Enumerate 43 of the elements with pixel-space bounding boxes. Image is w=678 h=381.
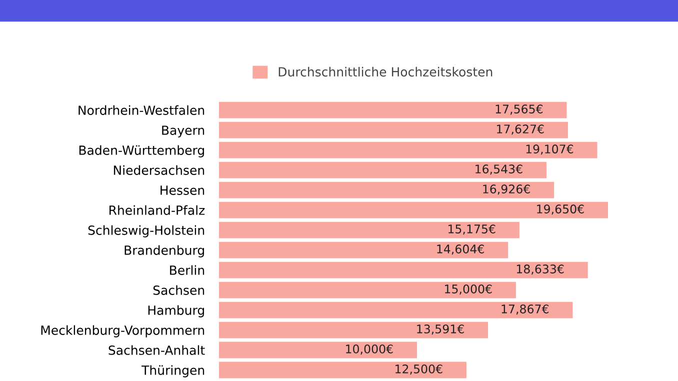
bar <box>219 342 417 358</box>
data-label: 14,604€ <box>437 244 484 255</box>
y-tick-label: Sachsen <box>153 285 204 295</box>
data-label: 10,000€ <box>346 344 393 355</box>
bar <box>219 322 488 338</box>
y-tick-label: Sachsen-Anhalt <box>108 345 205 355</box>
bar <box>219 362 466 378</box>
data-label: 17,867€ <box>502 304 549 315</box>
bar <box>219 202 608 218</box>
data-label: 19,107€ <box>526 144 574 155</box>
y-tick-label: Mecklenburg-Vorpommern <box>41 325 204 338</box>
y-tick-label: Niedersachsen <box>114 165 204 175</box>
data-label: 15,175€ <box>448 224 496 235</box>
data-label: 17,565€ <box>496 104 543 115</box>
y-tick-label: Baden-Württemberg <box>79 145 204 158</box>
bar <box>219 302 573 318</box>
y-tick-label: Schleswig-Holstein <box>88 225 204 238</box>
data-label: 16,926€ <box>483 184 530 195</box>
bar <box>219 262 588 278</box>
y-tick-label: Thüringen <box>142 365 204 378</box>
y-tick-label: Nordrhein-Westfalen <box>78 105 204 115</box>
bar <box>219 282 516 298</box>
bar <box>219 182 554 198</box>
bar <box>219 162 546 178</box>
y-tick-label: Hamburg <box>148 305 204 318</box>
data-label: 16,543€ <box>476 164 522 175</box>
bar <box>219 242 508 258</box>
data-label: 17,627€ <box>497 124 544 135</box>
y-tick-label: Rheinland-Pfalz <box>110 205 205 215</box>
bar <box>219 222 520 238</box>
bar <box>219 122 568 138</box>
y-tick-label: Hessen <box>160 186 204 195</box>
data-label: 19,650€ <box>537 204 584 215</box>
y-tick-label: Berlin <box>170 265 204 275</box>
legend-label: Durchschnittliche Hochzeitskosten <box>278 66 492 77</box>
y-tick-label: Brandenburg <box>124 245 204 258</box>
data-label: 15,000€ <box>445 284 492 295</box>
data-label: 12,500€ <box>396 364 442 375</box>
bar <box>219 102 567 118</box>
data-label: 18,633€ <box>516 264 564 275</box>
y-tick-label: Bayern <box>162 126 204 138</box>
bar <box>219 142 598 158</box>
data-label: 13,591€ <box>417 324 464 335</box>
